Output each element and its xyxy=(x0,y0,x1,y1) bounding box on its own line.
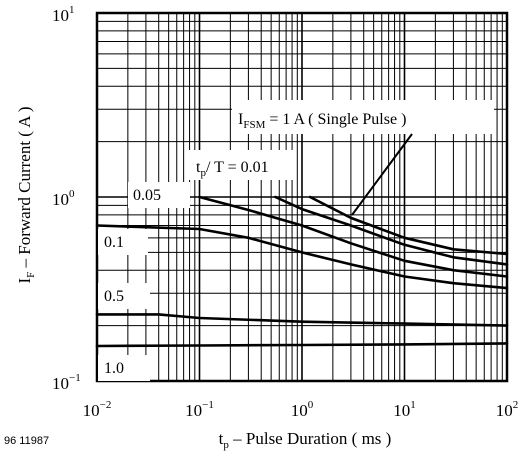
x-tick-labels: 10−2 10−1 100 101 102 xyxy=(83,399,519,420)
y-axis-title: IF – Forward Current ( A ) xyxy=(15,106,37,283)
label-duty-01: 0.1 xyxy=(104,234,124,251)
figure-code: 96 11987 xyxy=(4,435,49,447)
ifsm-label: IFSM = 1 A ( Single Pulse ) xyxy=(238,111,406,131)
label-10-bg xyxy=(98,355,150,381)
y-tick-labels: 10−1 100 101 xyxy=(52,4,81,393)
label-duty-05: 0.5 xyxy=(104,288,124,305)
series-line-1 xyxy=(308,195,509,256)
series-line-5 xyxy=(95,313,509,327)
label-01-bg xyxy=(98,229,148,255)
x-tick-label: 10−2 xyxy=(83,399,112,420)
y-tick-label: 100 xyxy=(52,188,75,209)
x-tick-label: 101 xyxy=(393,399,416,420)
series-line-4 xyxy=(95,224,509,290)
label-duty-005: 0.05 xyxy=(133,187,161,204)
series-line-2 xyxy=(274,195,509,266)
x-tick-label: 10−1 xyxy=(185,399,214,420)
ifsm-pointer-line xyxy=(351,133,413,216)
plot-frame xyxy=(95,11,509,383)
label-005-bg xyxy=(128,182,190,208)
series-line-3 xyxy=(198,195,509,278)
y-tick-label: 10−1 xyxy=(52,372,81,393)
series-line-6 xyxy=(95,342,509,348)
ifsm-label-bg xyxy=(232,100,494,134)
x-axis-title: tp – Pulse Duration ( ms ) xyxy=(219,429,392,451)
x-tick-label: 100 xyxy=(291,399,314,420)
duty-title-bg xyxy=(188,150,296,180)
label-05-bg xyxy=(98,283,150,309)
label-duty-10: 1.0 xyxy=(104,360,124,377)
series-group xyxy=(95,195,509,348)
y-tick-label: 101 xyxy=(52,4,75,25)
duty-title-label: tp/ T = 0.01 xyxy=(196,159,269,179)
x-tick-label: 102 xyxy=(496,399,519,420)
